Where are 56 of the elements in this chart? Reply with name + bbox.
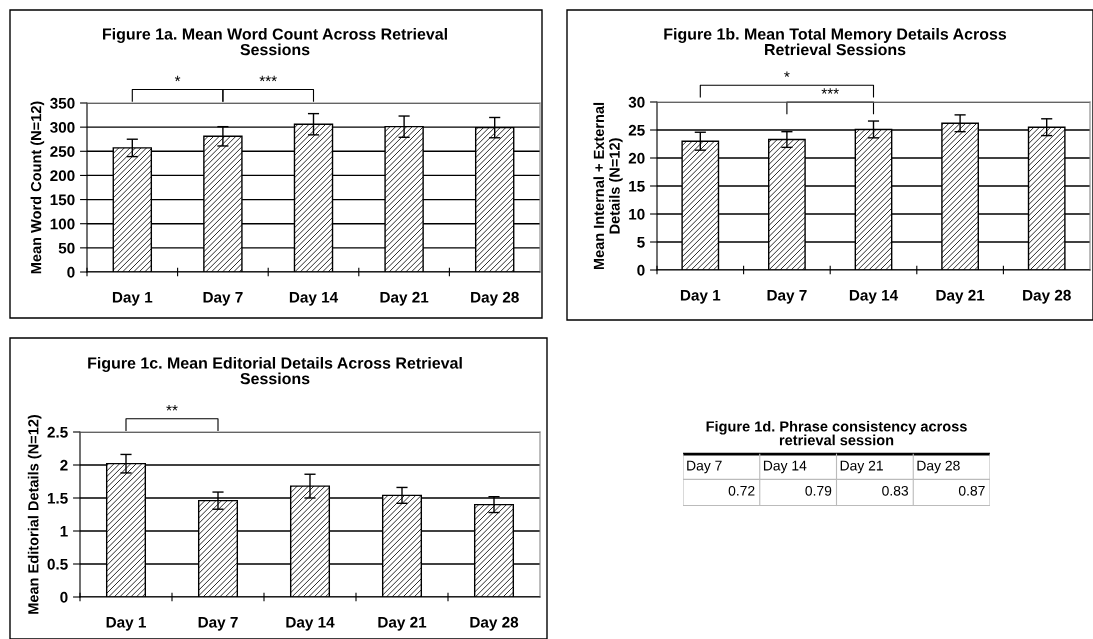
y-tick-label: 20	[628, 152, 645, 164]
y-axis-title: Mean Word Count (N=12)	[30, 101, 45, 274]
category-label: Day 28	[917, 460, 960, 474]
y-tick-label: 30	[628, 96, 645, 108]
category-label: Day 14	[763, 460, 807, 474]
x-tick-label: Day 28	[1023, 289, 1071, 304]
y-axis-title: Mean Editorial Details (N=12)	[27, 414, 42, 614]
x-tick-label: Day 1	[106, 617, 146, 631]
y-tick-label: 200	[50, 170, 75, 182]
category-label: Day 21	[840, 460, 883, 474]
y-tick-label: 0	[60, 591, 68, 603]
data-label: 0.79	[805, 485, 832, 496]
x-tick-label: Day 28	[470, 616, 519, 631]
text: *	[784, 71, 790, 77]
y-tick-label: 5	[637, 237, 645, 248]
chart-title: Figure 1c. Mean Editorial Details Across Retrieval Sessions	[88, 357, 462, 385]
x-tick-label: Day 14	[849, 290, 899, 304]
y-tick-label: 50	[58, 242, 75, 254]
y-tick-label: 10	[629, 208, 645, 220]
x-tick-label: Day 28	[471, 291, 519, 306]
text: ***	[821, 88, 839, 94]
y-tick-label: 300	[50, 122, 75, 133]
y-tick-label: 0.5	[47, 558, 68, 570]
x-tick-label: Day 1	[112, 292, 153, 306]
y-tick-label: 25	[628, 124, 645, 136]
y-tick-label: 15	[629, 181, 645, 192]
x-tick-label: Day 14	[289, 292, 339, 306]
y-tick-label: 1.5	[47, 493, 68, 504]
x-tick-label: Day 7	[203, 292, 243, 306]
text: **	[166, 405, 178, 411]
x-tick-label: Day 14	[286, 617, 335, 631]
category-label: Day 7	[687, 460, 722, 474]
text: *	[174, 75, 181, 82]
data-label: 0.83	[882, 485, 909, 496]
x-tick-label: Day 21	[378, 616, 427, 631]
text: ***	[259, 75, 277, 82]
y-tick-label: 1	[60, 526, 68, 537]
y-tick-label: 0	[637, 264, 645, 276]
x-tick-label: Day 7	[767, 290, 807, 304]
data-label: 0.87	[958, 485, 985, 496]
x-tick-label: Day 1	[680, 290, 721, 304]
x-tick-label: Day 21	[380, 291, 429, 306]
y-tick-label: 2.5	[47, 426, 68, 438]
y-tick-label: 350	[50, 97, 75, 109]
y-tick-label: 0	[67, 266, 75, 278]
y-tick-label: 100	[50, 218, 75, 230]
chart-title: Figure 1b. Mean Total Memory Details Across Retrieval Sessions	[664, 28, 1007, 56]
text: Figure 1d. Phrase consistency across retrieval session	[706, 420, 967, 446]
chart-title: Figure 1a. Mean Word Count Across Retrieval Sessions	[103, 28, 447, 56]
y-axis-title: Mean Internal + External Details (N=12)	[593, 102, 623, 270]
x-tick-label: Day 7	[198, 617, 238, 631]
data-label: 0.72	[728, 485, 755, 496]
y-tick-label: 150	[50, 194, 75, 206]
x-tick-label: Day 21	[936, 289, 985, 304]
y-tick-label: 2	[60, 459, 68, 471]
y-tick-label: 250	[50, 146, 75, 157]
